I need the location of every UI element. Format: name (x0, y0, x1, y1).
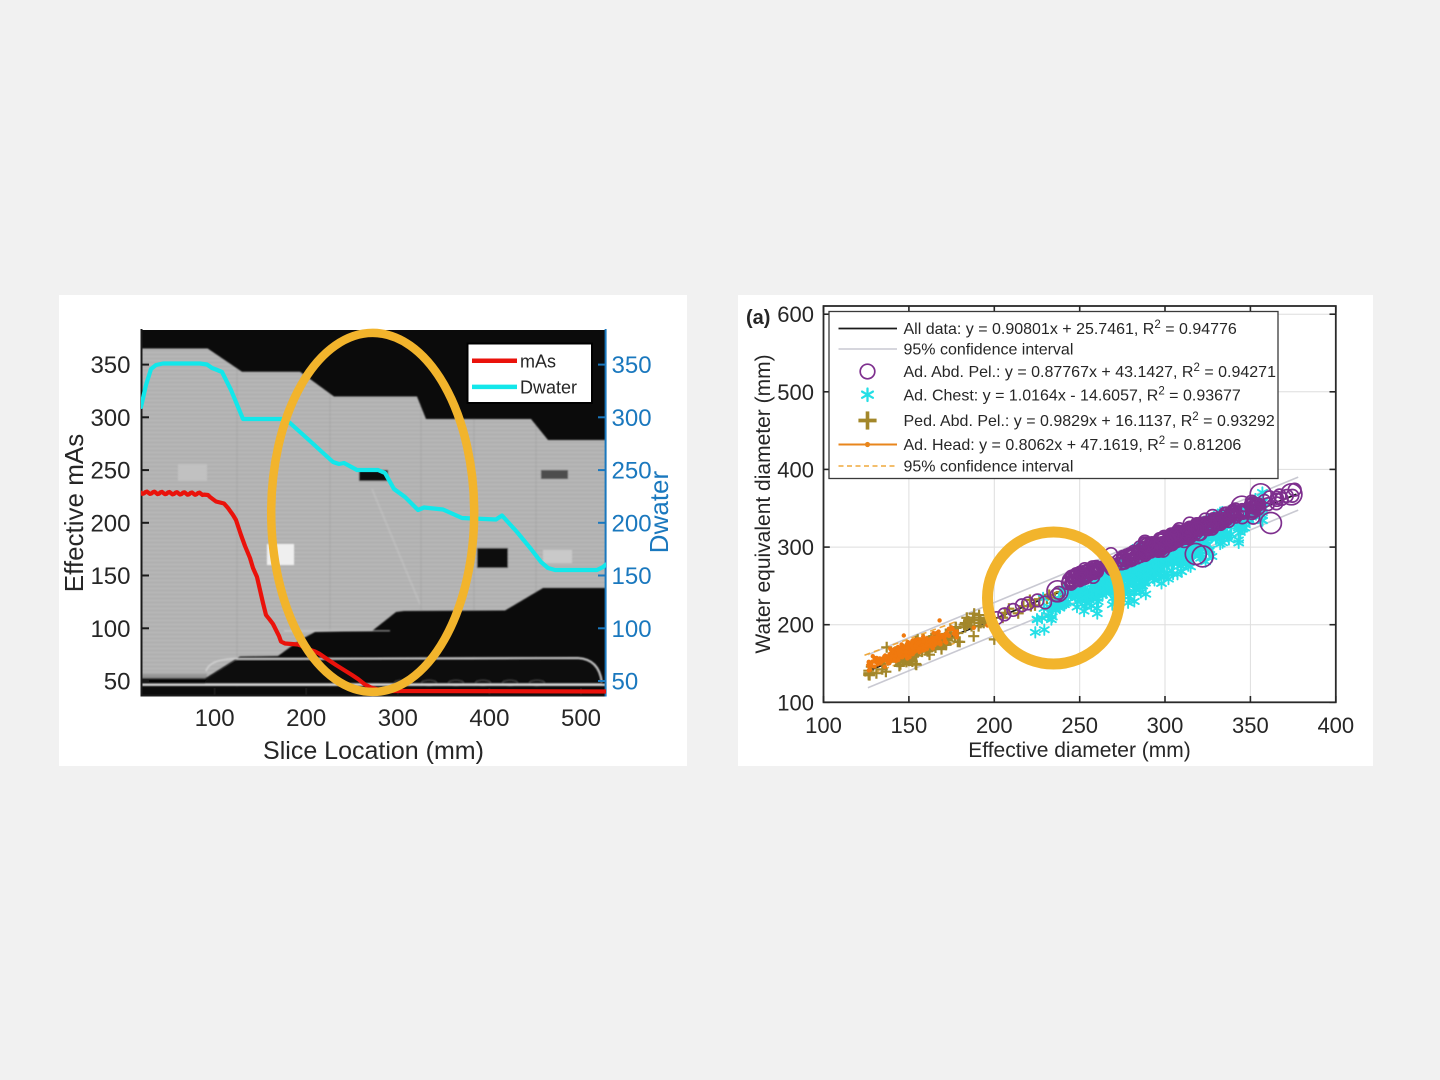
svg-text:Effective diameter (mm): Effective diameter (mm) (968, 739, 1191, 762)
svg-text:Effective mAs: Effective mAs (59, 434, 89, 592)
svg-text:350: 350 (90, 352, 130, 379)
svg-text:100: 100 (612, 616, 652, 643)
svg-text:Dwater: Dwater (520, 378, 577, 398)
svg-text:300: 300 (378, 705, 418, 732)
svg-text:100: 100 (195, 705, 235, 732)
svg-text:600: 600 (777, 302, 814, 327)
svg-text:400: 400 (469, 705, 509, 732)
svg-text:Ad. Head: y = 0.8062x + 47.161: Ad. Head: y = 0.8062x + 47.1619, R2 = 0.… (904, 435, 1242, 454)
svg-text:300: 300 (612, 405, 652, 432)
svg-text:100: 100 (90, 616, 130, 643)
svg-text:100: 100 (805, 713, 842, 738)
svg-text:400: 400 (777, 457, 814, 482)
svg-text:500: 500 (561, 705, 601, 732)
svg-text:200: 200 (90, 510, 130, 537)
svg-text:200: 200 (976, 713, 1013, 738)
svg-text:Ped. Abd. Pel.: y = 0.9829x +: Ped. Abd. Pel.: y = 0.9829x + 16.1137, R… (904, 411, 1275, 430)
svg-text:50: 50 (104, 669, 131, 696)
svg-text:300: 300 (90, 405, 130, 432)
svg-text:350: 350 (612, 352, 652, 379)
svg-text:Slice Location (mm): Slice Location (mm) (263, 737, 484, 765)
svg-text:350: 350 (1232, 713, 1269, 738)
svg-text:Ad. Chest: y = 1.0164x - 14.60: Ad. Chest: y = 1.0164x - 14.6057, R2 = 0… (904, 385, 1241, 404)
svg-text:300: 300 (1147, 713, 1184, 738)
svg-text:mAs: mAs (520, 352, 556, 372)
svg-text:300: 300 (777, 535, 814, 560)
svg-text:150: 150 (891, 713, 928, 738)
svg-text:250: 250 (90, 458, 130, 485)
svg-text:Water equivalent diameter (mm): Water equivalent diameter (mm) (752, 354, 775, 653)
svg-text:200: 200 (286, 705, 326, 732)
svg-text:(a): (a) (746, 307, 770, 329)
svg-text:50: 50 (612, 669, 639, 696)
svg-text:200: 200 (777, 613, 814, 638)
svg-text:500: 500 (777, 380, 814, 405)
svg-text:95% confidence interval: 95% confidence interval (904, 459, 1074, 476)
svg-text:All data: y = 0.90801x + 25.74: All data: y = 0.90801x + 25.7461, R2 = 0… (904, 319, 1237, 338)
svg-text:250: 250 (1061, 713, 1098, 738)
svg-text:100: 100 (777, 690, 814, 715)
svg-text:150: 150 (90, 563, 130, 590)
svg-text:200: 200 (612, 510, 652, 537)
svg-text:95% confidence interval: 95% confidence interval (904, 342, 1074, 359)
svg-text:400: 400 (1317, 713, 1354, 738)
svg-text:250: 250 (612, 458, 652, 485)
svg-text:150: 150 (612, 563, 652, 590)
svg-text:Ad. Abd. Pel.: y = 0.87767x +: Ad. Abd. Pel.: y = 0.87767x + 43.1427, R… (904, 362, 1277, 381)
svg-text:Dwater: Dwater (644, 470, 674, 553)
